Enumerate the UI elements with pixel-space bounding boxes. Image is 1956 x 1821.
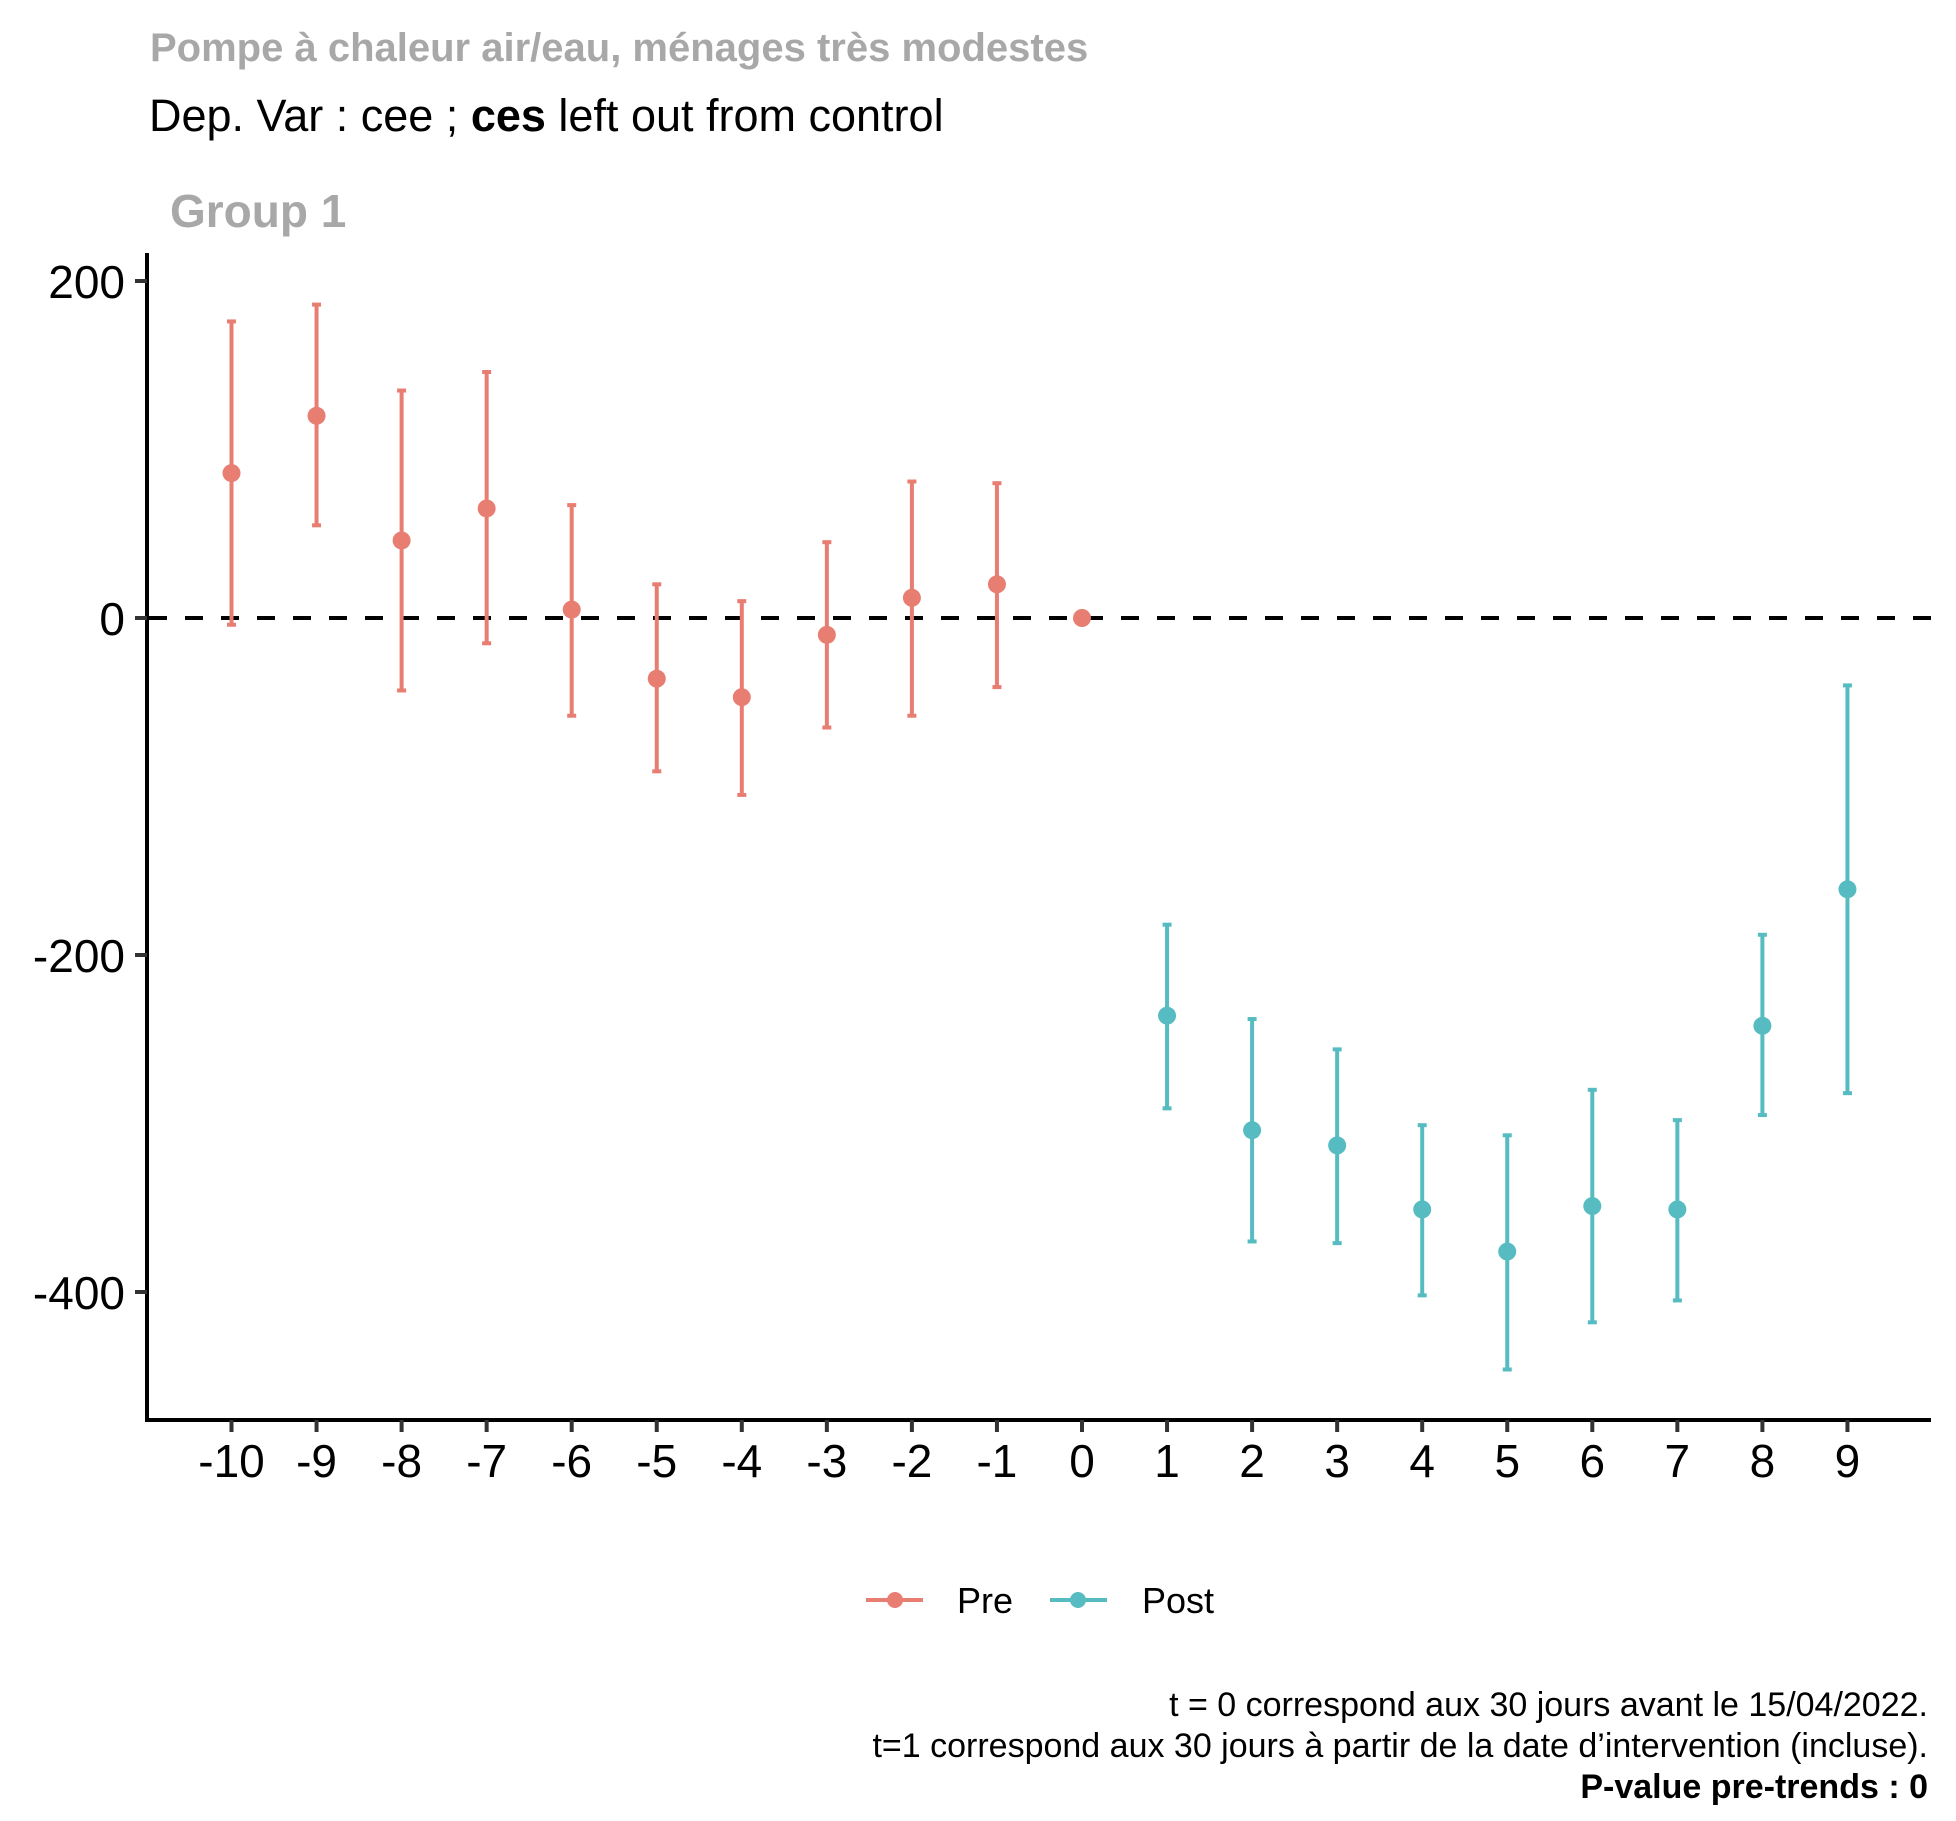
x-tick-label: -4: [721, 1435, 762, 1487]
x-tick-label: -5: [636, 1435, 677, 1487]
legend: Pre Post: [866, 1580, 1214, 1621]
x-tick-label: 7: [1665, 1435, 1691, 1487]
chart-title: Pompe à chaleur air/eau, ménages très mo…: [150, 26, 1088, 70]
point-pre: [902, 588, 921, 607]
legend-post-dot-icon: [1070, 1592, 1086, 1608]
subtitle-prefix: Dep. Var : cee ;: [149, 90, 471, 141]
x-tick-label: -8: [381, 1435, 422, 1487]
x-tick-label: 9: [1835, 1435, 1861, 1487]
x-tick-label: 2: [1239, 1435, 1265, 1487]
subtitle-suffix: left out from control: [546, 90, 944, 141]
point-pre: [307, 406, 326, 425]
point-post: [1413, 1200, 1432, 1219]
x-tick-label: -2: [891, 1435, 932, 1487]
point-pre: [222, 464, 241, 483]
x-tick-label: 5: [1494, 1435, 1520, 1487]
point-pre: [1073, 609, 1091, 627]
x-tick-label: 4: [1409, 1435, 1435, 1487]
x-tick-label: -6: [551, 1435, 592, 1487]
point-pre: [817, 625, 836, 644]
y-tick-label: -200: [33, 930, 125, 982]
point-post: [1838, 880, 1857, 899]
y-tick-label: 200: [48, 256, 125, 308]
legend-post-label: Post: [1142, 1580, 1214, 1621]
x-tick-label: 1: [1154, 1435, 1180, 1487]
legend-item-post[interactable]: Post: [1050, 1580, 1214, 1621]
legend-pre-dot-icon: [887, 1592, 903, 1608]
point-post: [1753, 1016, 1772, 1035]
facet-label: Group 1: [170, 185, 346, 237]
x-tick-label: 8: [1750, 1435, 1776, 1487]
x-tick-label: -9: [296, 1435, 337, 1487]
point-post: [1583, 1197, 1602, 1216]
caption-line-1: t = 0 correspond aux 30 jours avant le 1…: [1169, 1686, 1928, 1724]
x-axis-ticks: -10 -9 -8 -7 -6 -5 -4 -3 -2 -1 0 1 2 3 4 5 6 7 8 9: [198, 1420, 1860, 1487]
point-post: [1243, 1121, 1262, 1140]
x-tick-label: -1: [976, 1435, 1017, 1487]
x-tick-label: 6: [1580, 1435, 1606, 1487]
point-pre: [647, 669, 666, 688]
point-pre: [477, 499, 496, 518]
chart-subtitle: Dep. Var : cee ; ces left out from contr…: [149, 90, 944, 141]
y-axis-ticks: 200 0 -200 -400: [33, 256, 147, 1319]
point-pre: [732, 688, 751, 707]
point-post: [1668, 1200, 1687, 1219]
x-tick-label: -3: [806, 1435, 847, 1487]
legend-item-pre[interactable]: Pre: [866, 1580, 1013, 1621]
subtitle-bold: ces: [471, 90, 546, 141]
axes: [145, 253, 1931, 1422]
legend-pre-label: Pre: [957, 1580, 1013, 1621]
y-tick-label: -400: [33, 1267, 125, 1319]
x-tick-label: 0: [1069, 1435, 1095, 1487]
points: [222, 406, 1857, 1261]
caption-line-2: t=1 correspond aux 30 jours à partir de …: [872, 1727, 1928, 1765]
x-tick-label: -10: [198, 1435, 264, 1487]
point-pre: [562, 600, 581, 619]
error-bars: [227, 302, 1852, 1372]
point-pre: [987, 575, 1006, 594]
x-tick-label: 3: [1324, 1435, 1350, 1487]
point-post: [1328, 1136, 1347, 1155]
point-post: [1498, 1242, 1517, 1261]
x-tick-label: -7: [466, 1435, 507, 1487]
point-pre: [392, 531, 411, 550]
caption-pvalue: P-value pre-trends : 0: [1580, 1768, 1928, 1806]
y-tick-label: 0: [99, 593, 125, 645]
point-post: [1158, 1006, 1177, 1025]
